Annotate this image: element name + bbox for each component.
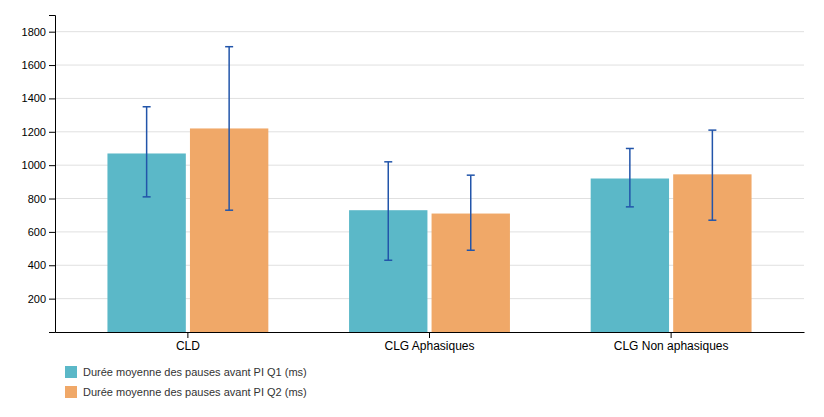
error-bar	[708, 130, 716, 220]
x-axis: CLD CLG Aphasiques CLG Non aphasiques	[56, 332, 805, 353]
grid-line	[55, 65, 804, 66]
x-tick-mark	[187, 332, 188, 338]
y-tick-mark	[49, 199, 55, 200]
y-axis: 200 400 600 800 1000 1200 1400 1600 1800	[22, 16, 56, 333]
y-tick-label: 400	[28, 259, 46, 271]
error-bar	[384, 162, 392, 260]
legend-item: Durée moyenne des pauses avant PI Q1 (ms…	[65, 366, 307, 378]
y-tick: 1600	[22, 59, 55, 71]
x-tick: CLG Non aphasiques	[614, 332, 729, 353]
error-cap-lower	[225, 209, 233, 211]
marks	[107, 47, 751, 332]
error-whisker	[146, 107, 148, 197]
chart-container: 200 400 600 800 1000 1200 1400 1600 1800 CLD CLG A…	[0, 0, 824, 417]
y-tick: 400	[28, 259, 55, 271]
error-cap-upper	[384, 161, 392, 163]
y-tick-label: 1000	[22, 159, 46, 171]
legend-label: Durée moyenne des pauses avant PI Q2 (ms…	[83, 386, 307, 398]
error-bar	[467, 175, 475, 250]
y-tick-label: 1200	[22, 126, 46, 138]
error-bar	[143, 107, 151, 197]
legend-item: Durée moyenne des pauses avant PI Q2 (ms…	[65, 386, 307, 398]
error-cap-upper	[225, 46, 233, 48]
legend-swatch	[65, 386, 77, 398]
series	[107, 107, 669, 332]
x-tick-label: CLD	[176, 339, 200, 353]
y-tick-mark	[49, 165, 55, 166]
error-cap-upper	[467, 174, 475, 176]
x-tick-label: CLG Aphasiques	[384, 339, 474, 353]
y-tick: 1800	[22, 26, 55, 38]
error-cap-lower	[143, 196, 151, 198]
error-cap-lower	[467, 249, 475, 251]
y-tick-label: 1400	[22, 92, 46, 104]
grid-line	[55, 98, 804, 99]
chart-svg: 200 400 600 800 1000 1200 1400 1600 1800 CLD CLG A…	[0, 0, 824, 417]
error-bar	[225, 47, 233, 211]
y-tick-mark	[49, 98, 55, 99]
series	[190, 47, 752, 332]
error-cap-lower	[384, 260, 392, 262]
grid-line	[55, 31, 804, 32]
y-tick: 600	[28, 226, 55, 238]
plot-area: 200 400 600 800 1000 1200 1400 1600 1800 CLD CLG A…	[22, 16, 805, 353]
y-tick-label: 200	[28, 293, 46, 305]
y-axis-line	[49, 16, 56, 333]
x-tick: CLD	[176, 332, 200, 353]
y-tick-label: 800	[28, 193, 46, 205]
error-whisker	[387, 162, 389, 260]
y-tick-label: 600	[28, 226, 46, 238]
legend-label: Durée moyenne des pauses avant PI Q1 (ms…	[83, 366, 307, 378]
error-whisker	[629, 148, 631, 206]
error-cap-upper	[708, 129, 716, 131]
y-tick-mark	[49, 299, 55, 300]
y-tick-mark	[49, 232, 55, 233]
error-whisker	[228, 47, 230, 211]
y-tick-mark	[49, 132, 55, 133]
grid-line	[55, 131, 804, 132]
error-cap-upper	[143, 106, 151, 108]
y-tick: 200	[28, 293, 55, 305]
error-whisker	[470, 175, 472, 250]
legend: Durée moyenne des pauses avant PI Q1 (ms…	[65, 366, 307, 398]
x-tick-mark	[429, 332, 430, 338]
y-tick-mark	[49, 65, 55, 66]
y-tick-mark	[49, 32, 55, 33]
error-cap-lower	[626, 206, 634, 208]
y-tick: 1400	[22, 92, 55, 104]
x-tick-label: CLG Non aphasiques	[614, 339, 729, 353]
y-tick: 800	[28, 193, 55, 205]
y-tick-mark	[49, 265, 55, 266]
y-tick-label: 1600	[22, 59, 46, 71]
y-tick: 1000	[22, 159, 55, 171]
error-whisker	[712, 130, 714, 220]
y-tick-label: 1800	[22, 26, 46, 38]
error-cap-upper	[626, 148, 634, 150]
x-tick-mark	[671, 332, 672, 338]
error-cap-lower	[708, 219, 716, 221]
error-bar	[626, 148, 634, 206]
x-tick: CLG Aphasiques	[384, 332, 474, 353]
legend-swatch	[65, 366, 77, 378]
y-tick: 1200	[22, 126, 55, 138]
